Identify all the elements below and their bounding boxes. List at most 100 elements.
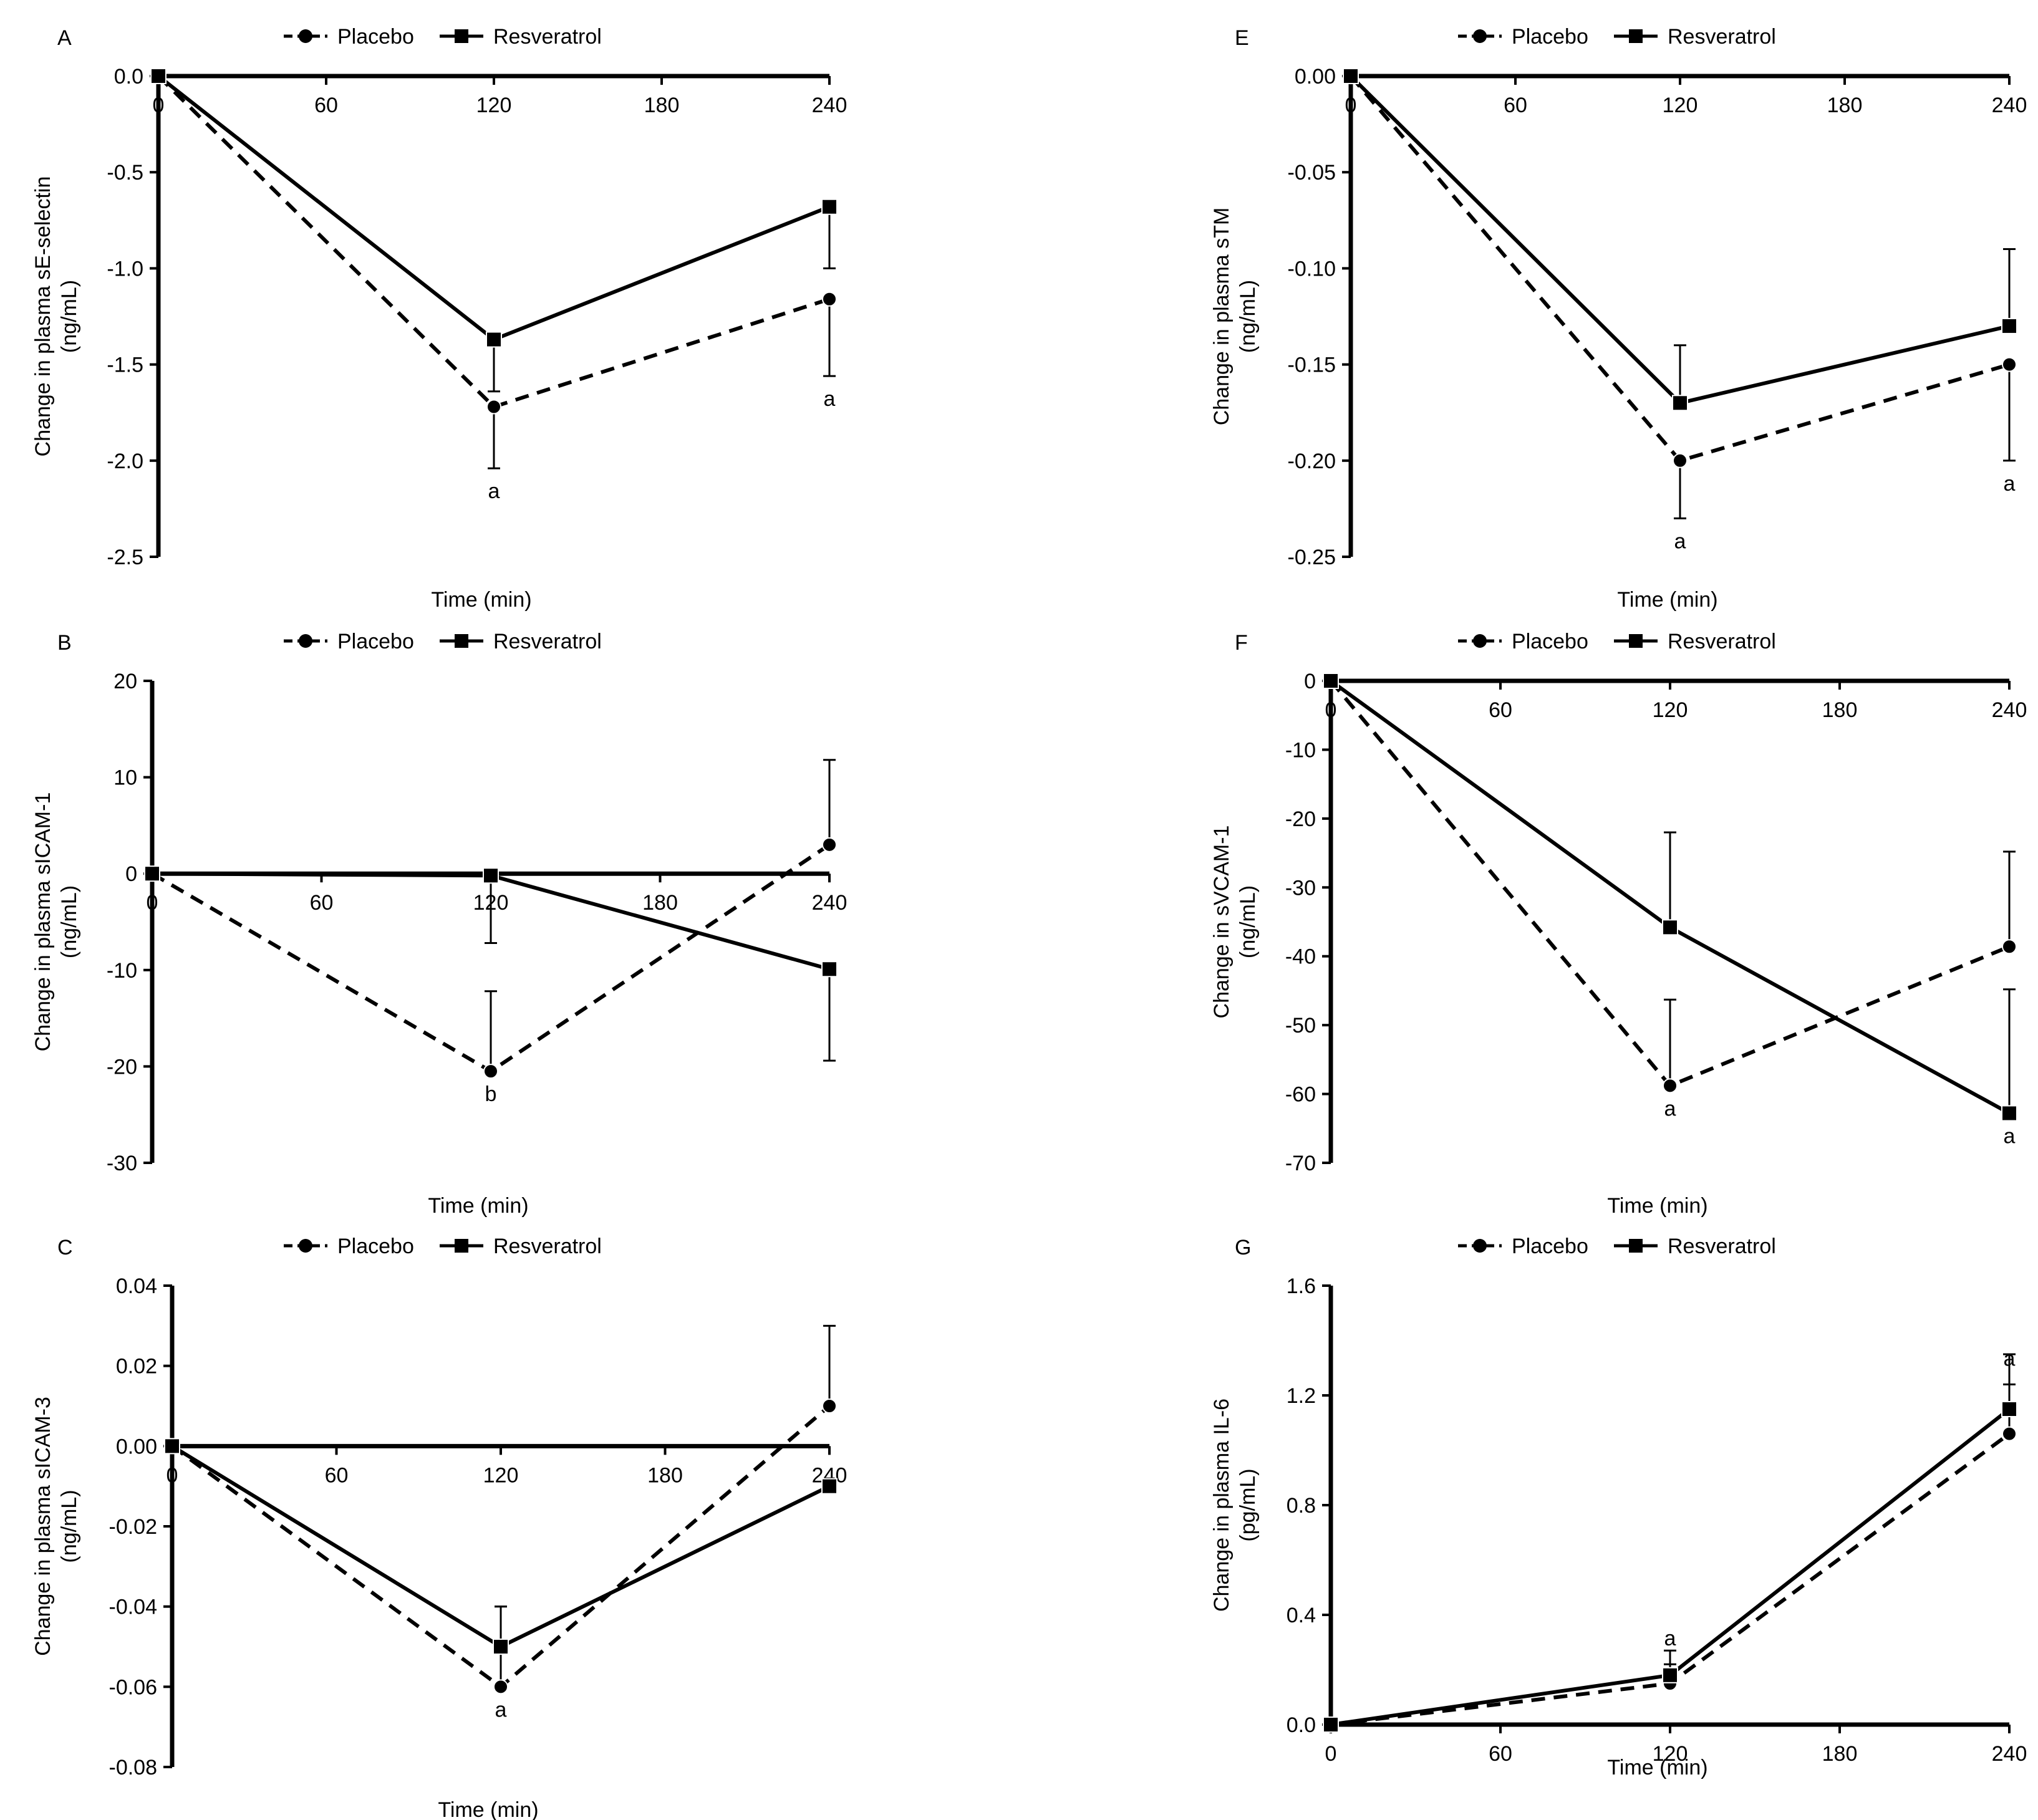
panel-e: E Placebo Resveratrol 0.00 -0.05 -0.10 -0.15 -0…	[1210, 25, 2027, 612]
y-axis-title-line: (pg/mL)	[1236, 1468, 1260, 1541]
x-tick-label: 0	[167, 1463, 178, 1487]
y-tick-label: -2.0	[107, 450, 143, 473]
panel-g: G Placebo Resveratrol 1.6 1.2 0.8 0.4 0.0 0 60 120…	[1210, 1235, 2027, 1779]
legend-resveratrol-marker	[455, 634, 468, 648]
y-tick-label: 0.0	[1287, 1713, 1316, 1737]
legend-resveratrol-marker	[1629, 634, 1643, 648]
x-tick-label: 0	[1345, 94, 1357, 117]
data-point	[483, 1064, 498, 1079]
y-tick-label: 0.00	[1295, 65, 1336, 89]
panel-label: C	[57, 1236, 73, 1259]
series-resveratrol	[150, 68, 838, 393]
x-tick-label: 60	[314, 94, 338, 117]
data-point	[1662, 919, 1678, 936]
y-tick-label: -70	[1285, 1152, 1316, 1175]
y-tick-label: 0.0	[114, 65, 143, 89]
y-tick-label: -0.02	[109, 1515, 158, 1539]
y-tick-label: -0.20	[1288, 450, 1336, 473]
data-point	[1662, 1667, 1678, 1683]
y-axis-title-line: Change in plasma IL-6	[1210, 1399, 1234, 1612]
legend-placebo-marker	[1473, 634, 1487, 648]
series-resveratrol	[164, 1438, 838, 1655]
x-tick-label: 240	[1992, 1742, 2027, 1766]
x-tick-label: 0	[1325, 1742, 1337, 1766]
x-tick-label: 0	[153, 94, 165, 117]
data-point	[483, 867, 499, 884]
legend-placebo-marker	[1473, 29, 1487, 43]
y-axis-title: Change in plasma sICAM-1 (ng/mL)	[31, 792, 81, 1052]
y-tick-label: -0.04	[109, 1596, 158, 1619]
y-axis-title-line: (ng/mL)	[1236, 280, 1260, 353]
y-axis-title-line: (ng/mL)	[1236, 885, 1260, 958]
legend-resveratrol-marker	[1629, 1239, 1643, 1253]
y-tick-label: -0.05	[1288, 161, 1336, 185]
data-point	[822, 837, 837, 852]
data-point	[821, 961, 838, 978]
data-point	[164, 1438, 180, 1455]
series-resveratrol	[1343, 68, 2017, 412]
y-tick-label: -10	[1285, 738, 1316, 762]
legend-resveratrol-label: Resveratrol	[493, 1235, 602, 1258]
x-tick-label: 180	[644, 94, 680, 117]
data-point	[2001, 1105, 2017, 1122]
y-axis-title-line: Change in plasma sTM	[1210, 208, 1234, 426]
panel-a: A Placebo Resveratrol 0.0 -0.5 -1.0 -1.5 -2.0 -2…	[31, 25, 847, 612]
significance-label: a	[2004, 472, 2016, 496]
x-tick-label: 60	[1504, 94, 1527, 117]
series-line	[157, 74, 830, 409]
legend-resveratrol-marker	[455, 1239, 468, 1253]
data-point	[493, 1679, 508, 1695]
significance-label: a	[495, 1698, 507, 1721]
x-tick-label: 120	[483, 1463, 519, 1487]
data-point	[493, 1639, 509, 1655]
x-tick-label: 120	[1663, 94, 1698, 117]
series-placebo: aa	[151, 69, 837, 503]
y-tick-label: -0.10	[1288, 257, 1336, 281]
x-tick-label: 180	[1827, 94, 1863, 117]
legend-placebo-marker	[299, 29, 312, 43]
legend-resveratrol-marker	[1629, 29, 1643, 43]
y-axis-title-line: Change in plasma sICAM-1	[31, 792, 55, 1052]
data-point	[486, 331, 502, 348]
series-placebo: b	[145, 759, 837, 1106]
y-tick-label: -2.5	[107, 546, 143, 569]
data-point	[144, 865, 160, 882]
legend-resveratrol-marker	[455, 29, 468, 43]
x-tick-label: 0	[147, 891, 158, 915]
significance-label: a	[824, 387, 836, 411]
significance-label: b	[485, 1082, 497, 1106]
data-point	[822, 1399, 837, 1413]
x-axis-title: Time (min)	[1617, 588, 1717, 612]
panel-label: G	[1235, 1236, 1251, 1259]
y-tick-label: 0.8	[1287, 1494, 1316, 1518]
data-point	[821, 198, 838, 215]
y-tick-label: 1.2	[1287, 1384, 1316, 1408]
data-point	[1673, 453, 1688, 468]
y-axis-title: Change in plasma IL-6 (pg/mL)	[1210, 1399, 1260, 1612]
x-tick-label: 180	[647, 1463, 683, 1487]
data-point	[1323, 1716, 1339, 1733]
series-placebo: aa	[1343, 69, 2017, 553]
y-tick-label: 0.02	[116, 1355, 157, 1379]
data-point	[1323, 673, 1339, 689]
legend-placebo-marker	[299, 1239, 312, 1253]
y-tick-label: -40	[1285, 945, 1316, 969]
data-point	[822, 291, 837, 307]
y-axis-title-line: (ng/mL)	[57, 280, 81, 353]
x-tick-label: 60	[310, 891, 334, 915]
y-axis-title: Change in plasma sICAM-3 (ng/mL)	[31, 1397, 81, 1656]
data-point	[1672, 395, 1688, 412]
legend-placebo-label: Placebo	[337, 1235, 414, 1258]
y-axis-title: Change in plasma sE-selectin (ng/mL)	[31, 176, 81, 457]
series-resveratrol	[1323, 1353, 2017, 1733]
data-point	[2002, 357, 2017, 372]
legend-placebo-label: Placebo	[1512, 25, 1588, 49]
x-axis-title: Time (min)	[431, 588, 531, 612]
y-tick-label: -1.5	[107, 354, 143, 377]
legend-resveratrol-label: Resveratrol	[1668, 630, 1776, 653]
data-point	[1663, 1078, 1678, 1094]
x-tick-label: 180	[1822, 698, 1858, 722]
data-point	[2002, 1426, 2017, 1442]
significance-label: a	[1664, 1627, 1676, 1650]
panel-label: E	[1235, 26, 1249, 50]
